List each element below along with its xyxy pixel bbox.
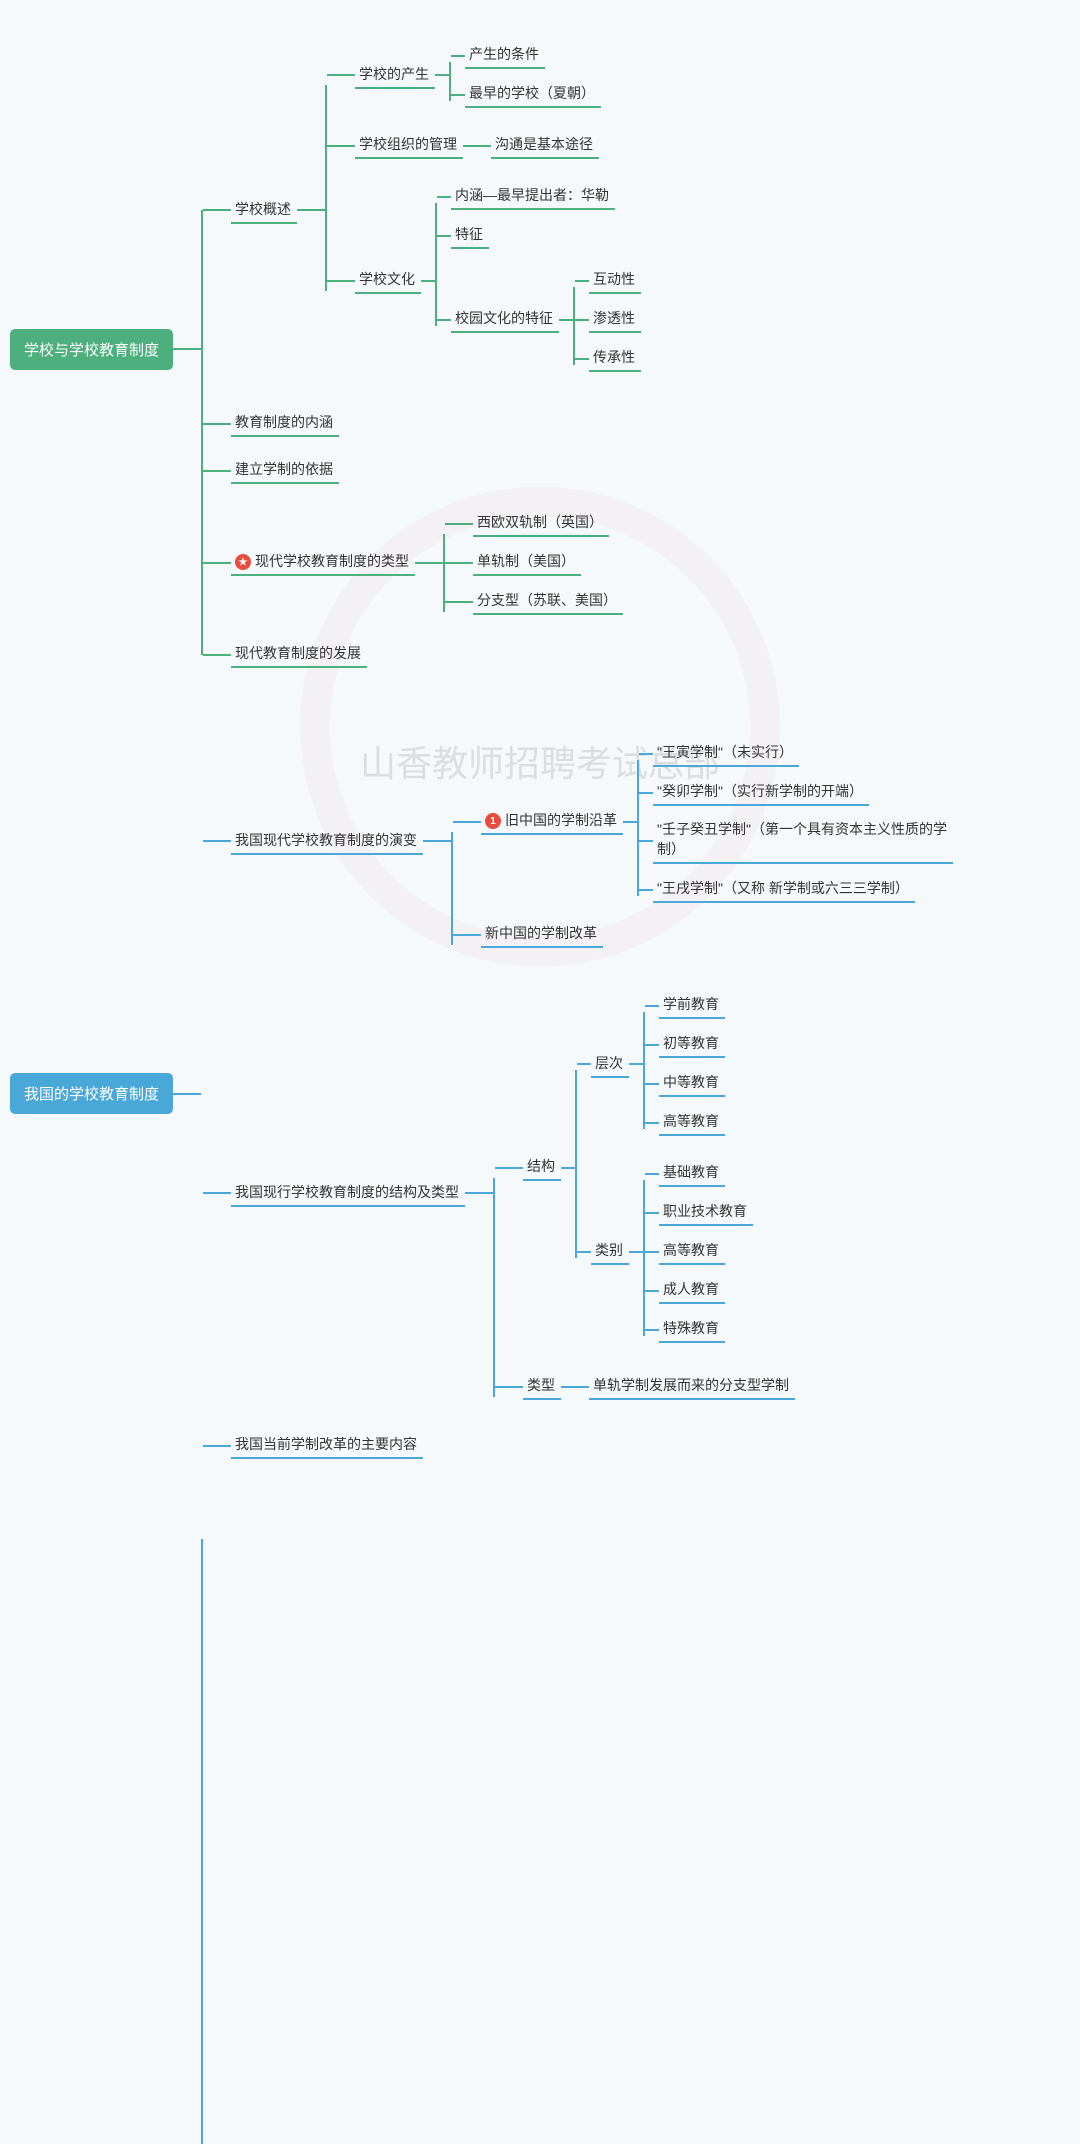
node-label-text: 旧中国的学制沿革 bbox=[505, 812, 617, 828]
node-label-text: 分支型（苏联、美国） bbox=[477, 592, 617, 608]
node-label-text: 成人教育 bbox=[663, 1281, 719, 1297]
node-label-text: 高等教育 bbox=[663, 1113, 719, 1129]
mindmap-node[interactable]: 职业技术教育 bbox=[659, 1199, 753, 1226]
node-label-text: "王寅学制"（未实行） bbox=[657, 744, 793, 760]
star-icon: ★ bbox=[235, 554, 251, 570]
mindmap-node[interactable]: 新中国的学制改革 bbox=[481, 921, 603, 948]
node-label-text: 现代教育制度的发展 bbox=[235, 645, 361, 661]
node-label-text: 现代学校教育制度的类型 bbox=[255, 553, 409, 569]
mindmap-node[interactable]: 我国现代学校教育制度的演变 bbox=[231, 828, 423, 855]
mindmap-node[interactable]: 中等教育 bbox=[659, 1070, 725, 1097]
mindmap-node[interactable]: 单轨学制发展而来的分支型学制 bbox=[589, 1373, 795, 1400]
node-label-text: 产生的条件 bbox=[469, 46, 539, 62]
node-label-text: 单轨学制发展而来的分支型学制 bbox=[593, 1377, 789, 1393]
mindmap-node[interactable]: 高等教育 bbox=[659, 1238, 725, 1265]
node-label-text: 中等教育 bbox=[663, 1074, 719, 1090]
node-label-text: 内涵—最早提出者：华勒 bbox=[455, 187, 609, 203]
node-label-text: 互动性 bbox=[593, 271, 635, 287]
mindmap-node[interactable]: 学前教育 bbox=[659, 992, 725, 1019]
node-label-text: 传承性 bbox=[593, 349, 635, 365]
node-label-text: 学前教育 bbox=[663, 996, 719, 1012]
mindmap-node[interactable]: ★现代学校教育制度的类型 bbox=[231, 549, 415, 576]
node-label-text: 类别 bbox=[595, 1242, 623, 1258]
mindmap-node[interactable]: 类别 bbox=[591, 1238, 629, 1265]
node-label-text: 单轨制（美国） bbox=[477, 553, 575, 569]
mindmap-node[interactable]: 特殊教育 bbox=[659, 1316, 725, 1343]
mindmap-node[interactable]: 校园文化的特征 bbox=[451, 306, 559, 333]
node-label-text: 职业技术教育 bbox=[663, 1203, 747, 1219]
mindmap-node[interactable]: 建立学制的依据 bbox=[231, 457, 339, 484]
mindmap-node[interactable]: 渗透性 bbox=[589, 306, 641, 333]
node-label-text: 学校文化 bbox=[359, 271, 415, 287]
mindmap-node[interactable]: 内涵—最早提出者：华勒 bbox=[451, 183, 615, 210]
node-label-text: "癸卯学制"（实行新学制的开端） bbox=[657, 783, 863, 799]
mindmap-node[interactable]: 我国当前学制改革的主要内容 bbox=[231, 1432, 423, 1459]
node-label-text: 学校的产生 bbox=[359, 66, 429, 82]
mindmap-node[interactable]: 成人教育 bbox=[659, 1277, 725, 1304]
mindmap-node[interactable]: "王寅学制"（未实行） bbox=[653, 740, 799, 767]
mindmap-node[interactable]: 学校概述 bbox=[231, 197, 297, 224]
node-label-text: 高等教育 bbox=[663, 1242, 719, 1258]
node-label-text: 教育制度的内涵 bbox=[235, 414, 333, 430]
mindmap-node[interactable]: 1旧中国的学制沿革 bbox=[481, 808, 623, 835]
mindmap-node[interactable]: 西欧双轨制（英国） bbox=[473, 510, 609, 537]
mindmap-node[interactable]: 分支型（苏联、美国） bbox=[473, 588, 623, 615]
node-label-text: 结构 bbox=[527, 1158, 555, 1174]
mindmap-node[interactable]: 层次 bbox=[591, 1051, 629, 1078]
mindmap-root[interactable]: 我国的学校教育制度 bbox=[10, 1073, 173, 1114]
mindmap-node[interactable]: 传承性 bbox=[589, 345, 641, 372]
node-label-text: 新中国的学制改革 bbox=[485, 925, 597, 941]
node-label-text: 最早的学校（夏朝） bbox=[469, 85, 595, 101]
node-label-text: 沟通是基本途径 bbox=[495, 136, 593, 152]
node-label-text: "王戌学制"（又称 新学制或六三三学制） bbox=[657, 880, 909, 896]
mindmap-node[interactable]: 学校的产生 bbox=[355, 62, 435, 89]
mindmap-node[interactable]: 互动性 bbox=[589, 267, 641, 294]
node-label-text: 初等教育 bbox=[663, 1035, 719, 1051]
node-label-text: 学校组织的管理 bbox=[359, 136, 457, 152]
node-label-text: 类型 bbox=[527, 1377, 555, 1393]
node-label-text: 特殊教育 bbox=[663, 1320, 719, 1336]
node-label-text: 特征 bbox=[455, 226, 483, 242]
mindmap-node[interactable]: 单轨制（美国） bbox=[473, 549, 581, 576]
mindmap-node[interactable]: 高等教育 bbox=[659, 1109, 725, 1136]
node-label-text: 学校概述 bbox=[235, 201, 291, 217]
node-label-text: 我国当前学制改革的主要内容 bbox=[235, 1436, 417, 1452]
mindmap-root[interactable]: 学校与学校教育制度 bbox=[10, 329, 173, 370]
mindmap-node[interactable]: 结构 bbox=[523, 1154, 561, 1181]
mindmap-node[interactable]: 现代教育制度的发展 bbox=[231, 641, 367, 668]
node-label-text: 层次 bbox=[595, 1055, 623, 1071]
node-label-text: 我国现代学校教育制度的演变 bbox=[235, 832, 417, 848]
mindmap-node[interactable]: 学校组织的管理 bbox=[355, 132, 463, 159]
mindmap-node[interactable]: 基础教育 bbox=[659, 1160, 725, 1187]
mindmap-node[interactable]: "癸卯学制"（实行新学制的开端） bbox=[653, 779, 869, 806]
node-label-text: 西欧双轨制（英国） bbox=[477, 514, 603, 530]
mindmap-node[interactable]: 初等教育 bbox=[659, 1031, 725, 1058]
mindmap-node[interactable]: 最早的学校（夏朝） bbox=[465, 81, 601, 108]
node-label-text: 渗透性 bbox=[593, 310, 635, 326]
mindmap-node[interactable]: 教育制度的内涵 bbox=[231, 410, 339, 437]
mindmap-node[interactable]: 我国现行学校教育制度的结构及类型 bbox=[231, 1180, 465, 1207]
mindmap-node[interactable]: "王戌学制"（又称 新学制或六三三学制） bbox=[653, 876, 915, 903]
mindmap-container: 学校与学校教育制度 学校概述 学校的产生 产生的条件最早的学校（夏朝） 学校组织的管理 沟… bbox=[10, 20, 1070, 1469]
mindmap-node[interactable]: 类型 bbox=[523, 1373, 561, 1400]
node-label-text: 基础教育 bbox=[663, 1164, 719, 1180]
mindmap-node[interactable]: 学校文化 bbox=[355, 267, 421, 294]
mindmap-node[interactable]: 特征 bbox=[451, 222, 489, 249]
mindmap-node[interactable]: 沟通是基本途径 bbox=[491, 132, 599, 159]
node-label-text: 我国现行学校教育制度的结构及类型 bbox=[235, 1184, 459, 1200]
mindmap-node[interactable]: "壬子癸丑学制"（第一个具有资本主义性质的学制） bbox=[653, 818, 953, 864]
node-label-text: 建立学制的依据 bbox=[235, 461, 333, 477]
node-label-text: 校园文化的特征 bbox=[455, 310, 553, 326]
node-label-text: "壬子癸丑学制"（第一个具有资本主义性质的学制） bbox=[657, 821, 947, 857]
mindmap-node[interactable]: 产生的条件 bbox=[465, 42, 545, 69]
priority-badge: 1 bbox=[485, 813, 501, 829]
